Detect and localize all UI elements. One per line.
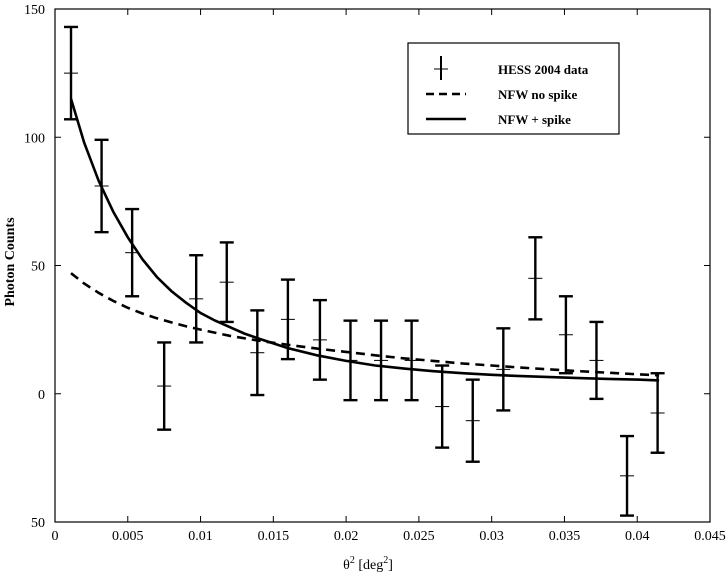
- x-tick-label: 0.015: [258, 529, 290, 544]
- data-point: [589, 320, 604, 401]
- y-tick-label: 150: [24, 3, 45, 18]
- x-tick-label: 0: [52, 529, 59, 544]
- data-point: [650, 372, 665, 454]
- data-point: [64, 25, 79, 121]
- x-tick-label: 0.035: [549, 529, 581, 544]
- data-point: [250, 309, 265, 397]
- data-point: [374, 319, 389, 402]
- data-point: [280, 278, 295, 361]
- x-tick-label: 0.03: [479, 529, 504, 544]
- x-tick-label: 0.02: [334, 529, 359, 544]
- y-tick-label: 50: [31, 260, 45, 275]
- legend-item: HESS 2004 data: [434, 56, 589, 80]
- data-point: [94, 138, 109, 234]
- x-tick-label: 0.04: [625, 529, 650, 544]
- x-tick-label: 0.025: [403, 529, 435, 544]
- series-line-nfw-spike: [69, 98, 660, 382]
- plot-area: [64, 25, 665, 517]
- legend-item: NFW no spike: [426, 87, 577, 102]
- data-point: [343, 319, 358, 402]
- data-point: [465, 378, 480, 463]
- legend-label: HESS 2004 data: [498, 62, 589, 77]
- data-point: [219, 241, 234, 324]
- legend: HESS 2004 data NFW no spike NFW + spike: [407, 42, 620, 135]
- x-axis-label: θ2 [deg2]: [343, 555, 393, 573]
- x-tick-label: 0.045: [694, 529, 726, 544]
- x-tick-label: 0.01: [188, 529, 213, 544]
- data-point: [528, 236, 543, 321]
- y-tick-label: 50: [31, 516, 45, 531]
- x-tick-label: 0.005: [112, 529, 144, 544]
- data-point: [620, 434, 635, 517]
- data-point: [558, 295, 573, 375]
- data-point: [189, 254, 204, 344]
- data-point: [157, 341, 172, 431]
- legend-label: NFW no spike: [498, 87, 577, 102]
- y-tick-label: 0: [38, 388, 45, 403]
- y-tick-label: 100: [24, 131, 45, 146]
- data-point: [404, 319, 419, 402]
- data-point: [125, 207, 140, 298]
- data-point: [312, 298, 327, 381]
- legend-label: NFW + spike: [498, 112, 571, 127]
- data-point: [496, 327, 511, 412]
- y-axis-label: Photon Counts: [3, 217, 18, 307]
- series-line-nfw-no-spike: [70, 272, 660, 377]
- data-point: [435, 364, 450, 449]
- axes: 0 0.005 0.01 0.015 0.02 0.025 0.03 0.035 0.04 0.0…: [24, 3, 726, 544]
- legend-item: NFW + spike: [426, 112, 571, 127]
